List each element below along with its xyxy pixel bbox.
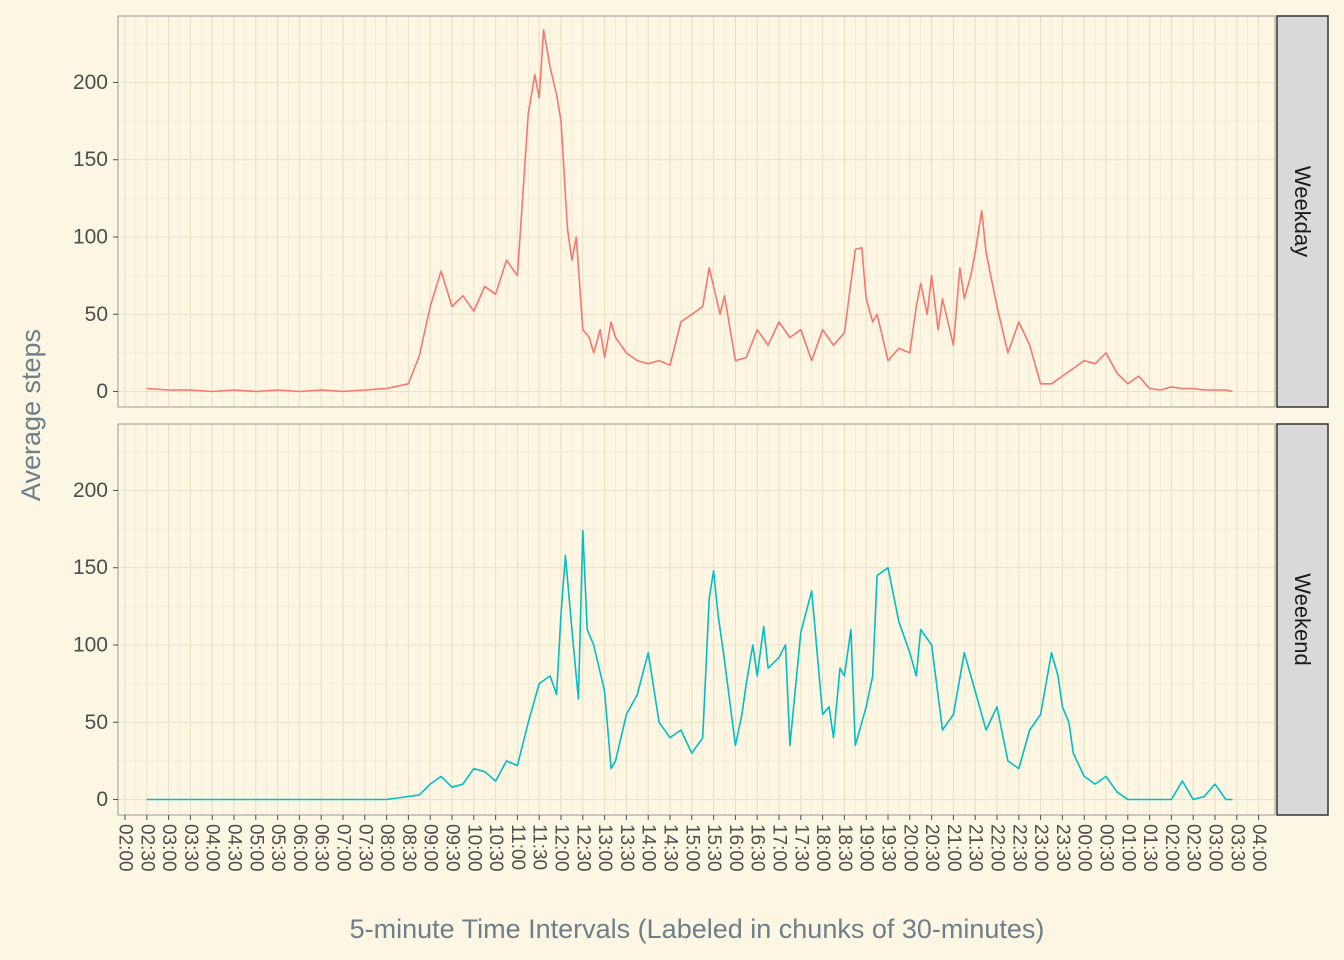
x-tick-label: 14:30 [660,824,681,872]
series-line-weekend [146,529,1233,801]
y-tick-label: 50 [85,303,108,326]
x-tick-label: 09:30 [442,824,463,872]
x-tick-label: 10:00 [463,824,484,872]
y-tick-label: 100 [73,226,108,249]
y-tick-label: 150 [73,148,108,171]
x-tick-label: 02:30 [136,824,157,872]
y-tick-label: 150 [73,556,108,579]
x-tick-label: 18:00 [812,824,833,872]
x-tick-label: 03:00 [1205,824,1226,872]
x-tick-label: 07:30 [354,824,375,872]
x-tick-label: 20:00 [899,824,920,872]
y-tick-label: 0 [96,788,108,811]
x-tick-label: 03:00 [158,824,179,872]
x-tick-label: 23:00 [1030,824,1051,872]
x-tick-label: 04:00 [1248,824,1269,872]
x-tick-label: 15:00 [681,824,702,872]
series-line-weekday [146,29,1233,393]
y-tick-label: 100 [73,634,108,657]
y-tick-label: 0 [96,380,108,403]
x-tick-label: 19:30 [878,824,899,872]
x-tick-label: 19:00 [856,824,877,872]
x-tick-label: 06:00 [289,824,310,872]
y-ticks-weekday: 0 50 100 150 200 [73,71,118,403]
x-tick-label: 04:30 [224,824,245,872]
x-tick-label: 09:00 [420,824,441,872]
y-tick-label: 50 [85,711,108,734]
x-tick-label: 02:30 [1183,824,1204,872]
x-tick-label: 15:30 [703,824,724,872]
series-weekend [146,529,1233,801]
x-tick-label: 00:00 [1074,824,1095,872]
x-tick-label: 17:00 [769,824,790,872]
x-axis-ticks: 02:00 02:30 03:00 03:30 04:00 04:30 05:00 05:30… [115,815,1269,872]
x-tick-label: 12:30 [572,824,593,872]
panel-border-weekend [117,423,1276,816]
x-tick-label: 03:30 [1226,824,1247,872]
x-tick-label: 11:30 [529,824,550,870]
panel-border-weekday [117,15,1276,408]
y-tick-label: 200 [73,71,108,94]
x-tick-label: 16:30 [747,824,768,872]
x-tick-label: 05:30 [267,824,288,872]
x-tick-label: 02:00 [1161,824,1182,872]
x-tick-label: 16:00 [725,824,746,872]
x-tick-label: 02:00 [115,824,136,872]
x-tick-label: 13:00 [594,824,615,872]
x-tick-label: 20:30 [921,824,942,872]
x-tick-label: 01:00 [1117,824,1138,872]
x-tick-label: 14:00 [638,824,659,872]
x-tick-label: 03:30 [180,824,201,872]
x-tick-label: 21:30 [965,824,986,872]
x-tick-label: 04:00 [202,824,223,872]
x-tick-label: 05:00 [245,824,266,872]
x-tick-label: 07:00 [333,824,354,872]
strip-weekday: Weekday [1276,15,1329,408]
x-tick-label: 13:30 [616,824,637,872]
panel-weekday: 0 50 100 150 200 [73,15,1276,408]
strip-box-weekday [1276,15,1329,408]
x-tick-label: 00:30 [1096,824,1117,872]
strip-label-weekday: Weekday [1290,166,1315,257]
x-tick-label: 10:30 [485,824,506,872]
y-ticks-weekend: 0 50 100 150 200 [73,479,118,811]
x-tick-label: 22:00 [987,824,1008,872]
x-tick-label: 17:30 [790,824,811,872]
y-axis-title: Average steps [16,329,46,501]
strip-label-weekend: Weekend [1290,573,1315,666]
strip-weekend: Weekend [1276,423,1329,816]
series-weekday [146,29,1233,393]
grid-weekday [118,16,1275,407]
x-tick-label: 11:00 [507,824,528,870]
x-tick-label: 22:30 [1008,824,1029,872]
x-tick-label: 21:00 [943,824,964,872]
x-tick-label: 23:30 [1052,824,1073,872]
grid-weekend [118,424,1275,815]
x-tick-label: 18:30 [834,824,855,872]
x-tick-label: 06:30 [311,824,332,872]
panel-weekend: 0 50 100 150 200 [73,423,1276,816]
x-axis-title: 5-minute Time Intervals (Labeled in chun… [350,914,1045,944]
strip-box-weekend [1276,423,1329,816]
x-tick-label: 12:00 [551,824,572,872]
y-tick-label: 200 [73,479,108,502]
x-tick-label: 08:00 [376,824,397,872]
x-tick-label: 08:30 [398,824,419,872]
x-tick-label: 01:30 [1139,824,1160,872]
